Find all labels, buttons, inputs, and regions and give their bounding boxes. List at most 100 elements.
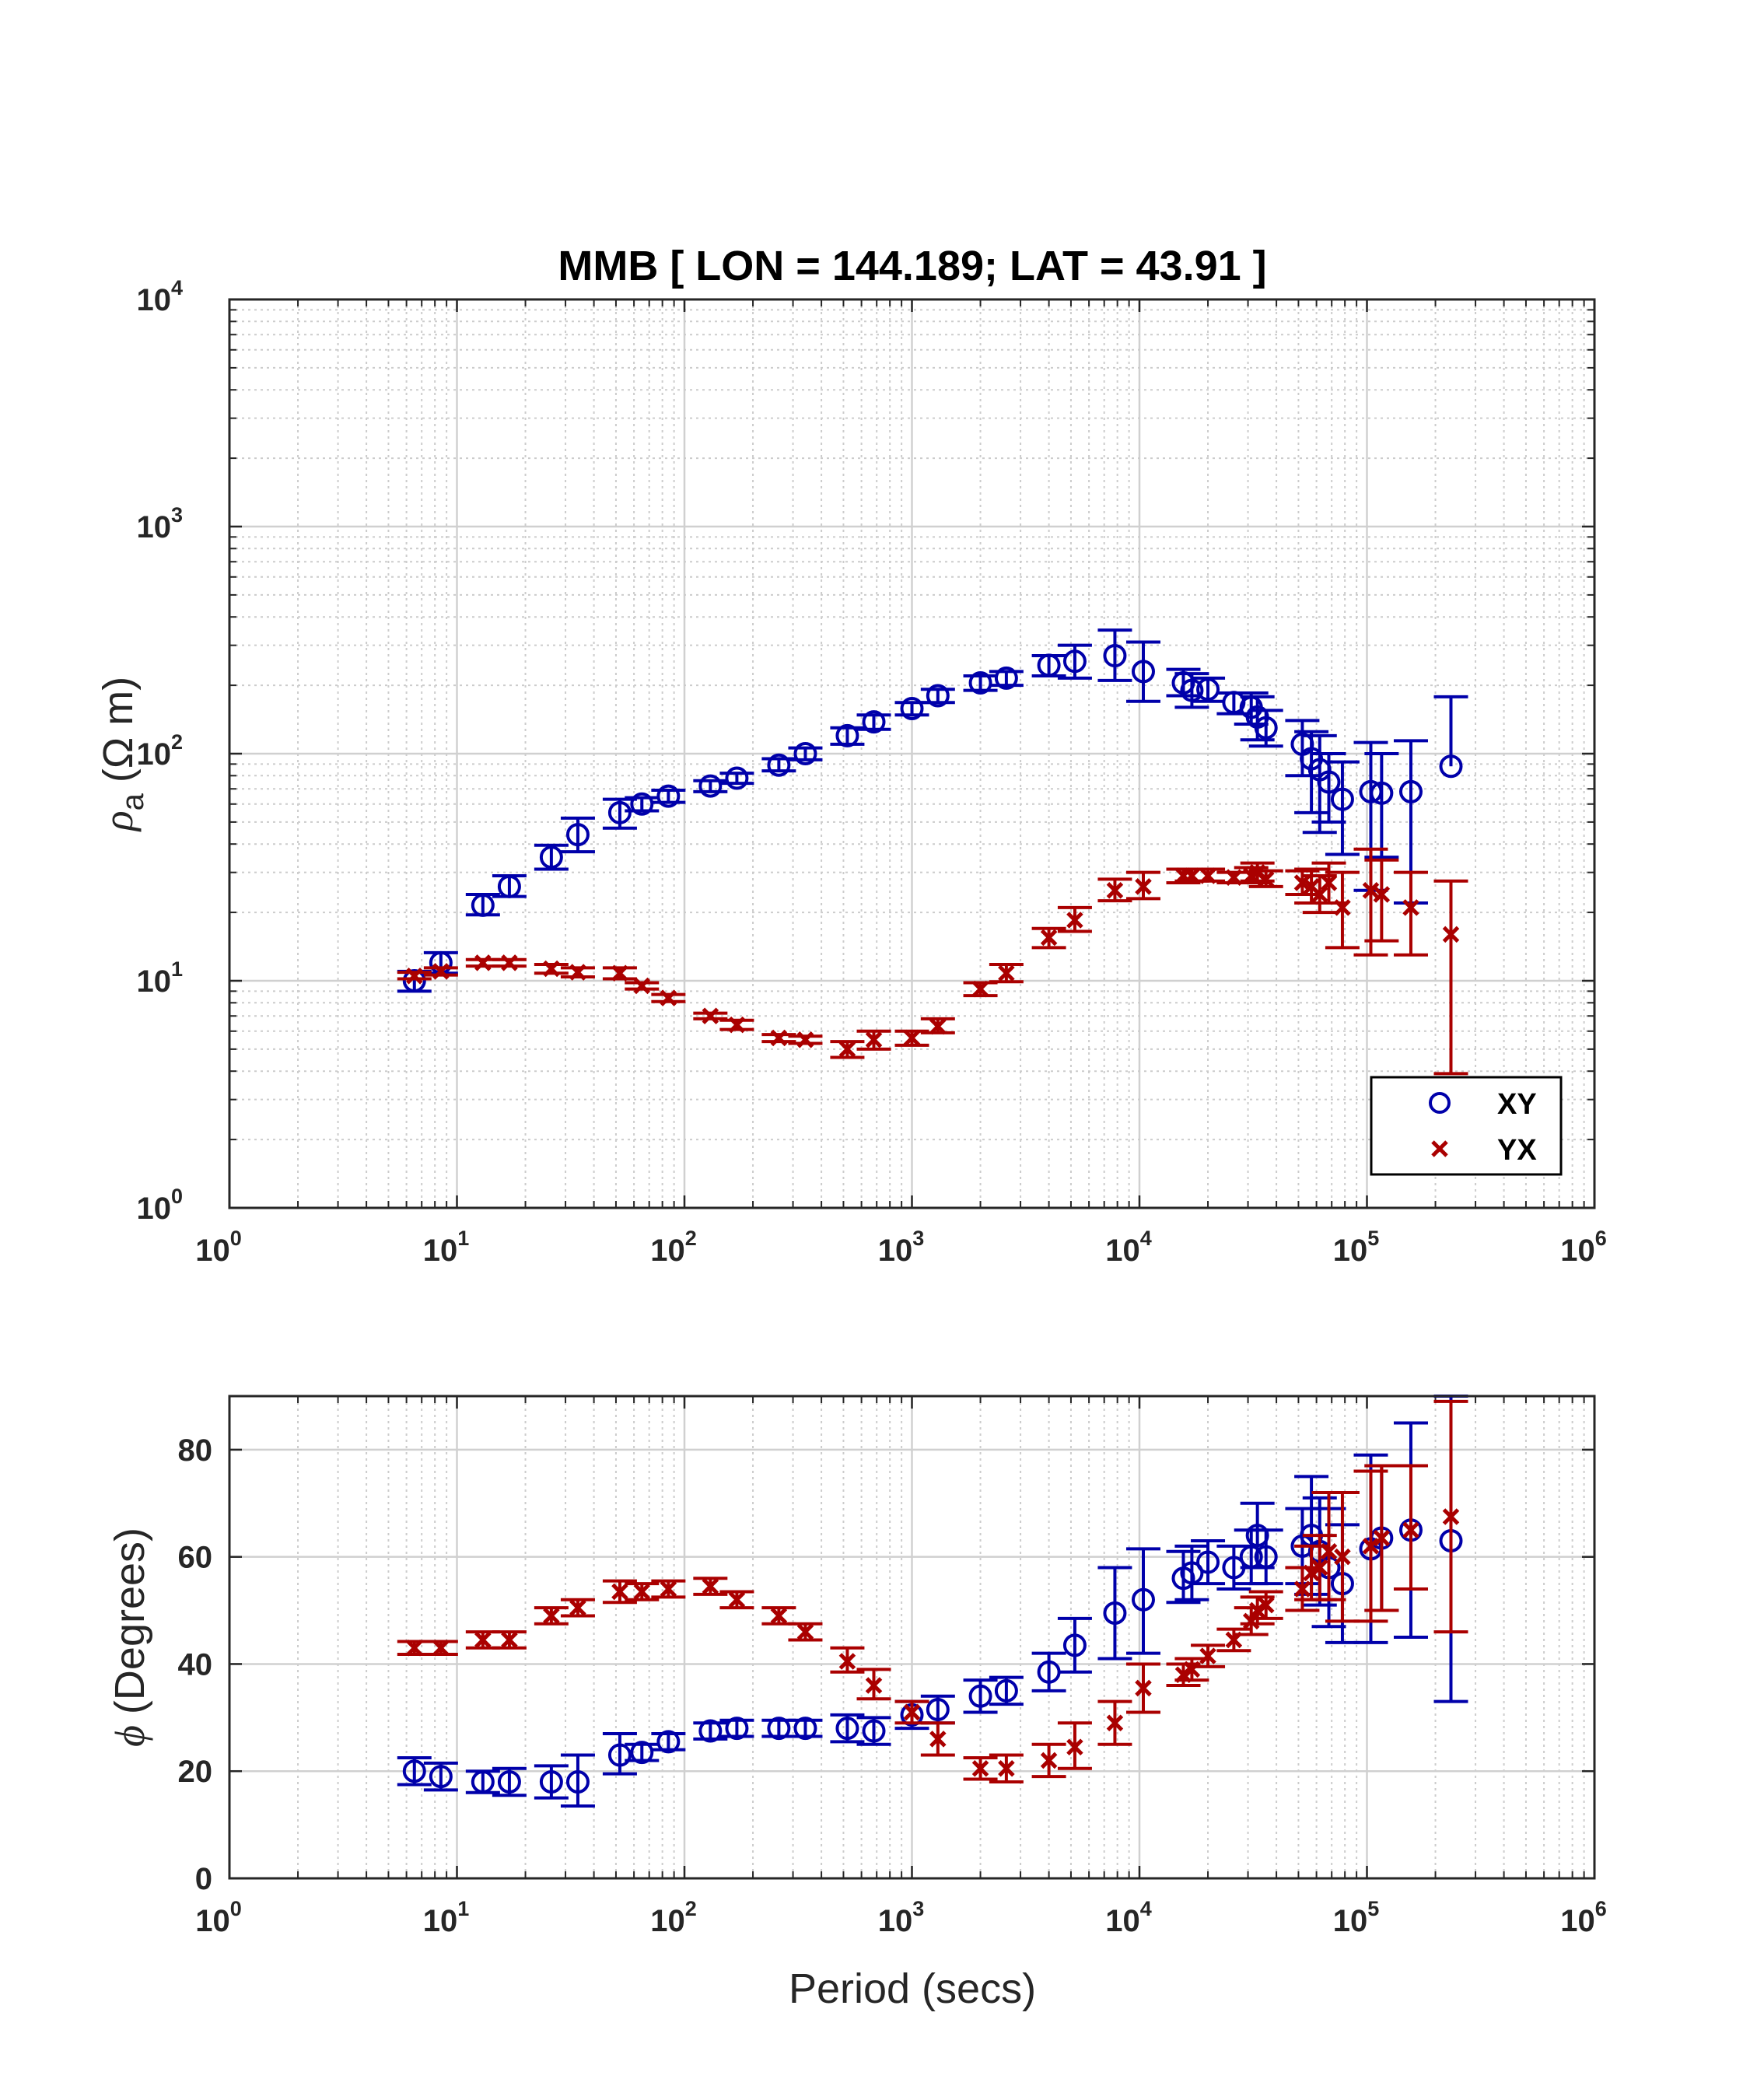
resistivity-yx-point xyxy=(1199,867,1216,884)
phase-x-tick-labels: 100 101 102 103 104 105 106 xyxy=(195,1897,1607,1938)
phase-yx-point xyxy=(998,1760,1015,1777)
resistivity-yx-point xyxy=(770,1029,788,1047)
phase-y-tick-label: 0 xyxy=(195,1862,212,1896)
phase-xy-point xyxy=(835,1717,859,1741)
resistivity-xy-point xyxy=(1330,787,1354,811)
phase-x-tick-label: 102 xyxy=(650,1897,697,1938)
legend-yx-marker xyxy=(1431,1140,1448,1157)
phase-xy-point xyxy=(1062,1633,1087,1657)
resistivity-yx-point xyxy=(1135,878,1152,895)
resistivity-yx-point xyxy=(728,1016,746,1034)
phase-xy-point xyxy=(630,1741,654,1765)
resistivity-xy-point xyxy=(1131,660,1155,684)
resistivity-yx-point xyxy=(971,980,989,998)
resistivity-x-tick-label: 101 xyxy=(423,1227,470,1268)
resistivity-yx-point xyxy=(865,1031,883,1048)
resistivity-yx-point xyxy=(796,1031,814,1048)
resistivity-yx-point xyxy=(611,964,628,982)
phase-y-tick-label: 60 xyxy=(178,1541,213,1575)
phase-xy-point xyxy=(994,1678,1018,1703)
phase-y-tick-label: 80 xyxy=(178,1433,213,1468)
resistivity-xy-point xyxy=(862,710,886,734)
phase-xy-point xyxy=(539,1770,563,1794)
resistivity-yx-point xyxy=(1106,882,1124,899)
phase-xy-point xyxy=(725,1717,749,1741)
resistivity-xy-point xyxy=(1062,649,1087,674)
resistivity-xy-point xyxy=(471,893,495,917)
resistivity-xy-point xyxy=(725,766,749,790)
phase-yx-point xyxy=(611,1583,628,1601)
phase-yx-point xyxy=(660,1580,677,1598)
phase-xy-point xyxy=(767,1717,791,1741)
phase-x-axis-label: Period (secs) xyxy=(789,1965,1036,2012)
phase-yx-point xyxy=(1199,1647,1216,1664)
resistivity-y-axis-label: ρa(Ω m) xyxy=(95,677,150,833)
resistivity-xy-point xyxy=(607,800,632,824)
resistivity-yx-point xyxy=(838,1041,856,1058)
phase-xy-point xyxy=(1196,1550,1220,1574)
phase-yx-point xyxy=(1183,1661,1201,1678)
phase-yx-point xyxy=(474,1631,492,1649)
phase-yx-point xyxy=(1293,1580,1311,1598)
resistivity-yx-point xyxy=(1257,870,1275,888)
resistivity-yx-point xyxy=(998,964,1015,982)
phase-xy-point xyxy=(497,1770,521,1794)
resistivity-xy-point xyxy=(1439,754,1463,779)
resistivity-axes-box xyxy=(228,298,1596,1209)
phase-yx-point xyxy=(1442,1508,1460,1525)
resistivity-yx-point xyxy=(1442,926,1460,943)
phase-yx-point xyxy=(770,1607,788,1625)
resistivity-xy-point xyxy=(1317,770,1341,794)
resistivity-yx-point xyxy=(432,963,450,980)
resistivity-xy-point xyxy=(402,969,426,992)
resistivity-yx-point xyxy=(929,1017,947,1035)
resistivity-yx-point xyxy=(1293,874,1311,891)
phase-yx-point xyxy=(569,1599,586,1616)
resistivity-xy-point xyxy=(1103,644,1127,668)
resistivity-yx-point xyxy=(501,954,518,971)
resistivity-yx-point xyxy=(1373,886,1391,903)
phase-series-yx xyxy=(397,1399,1468,1783)
phase-yx-point xyxy=(1362,1538,1380,1555)
resistivity-y-tick-label: 103 xyxy=(136,503,183,544)
phase-xy-point xyxy=(698,1719,723,1743)
phase-yx-point xyxy=(1320,1543,1338,1560)
phase-xy-point xyxy=(793,1717,817,1741)
resistivity-yx-point xyxy=(406,968,423,985)
phase-yx-point xyxy=(1066,1738,1083,1755)
resistivity-xy-point xyxy=(900,696,924,720)
phase-y-axis-label: ϕ(Degrees) xyxy=(107,1528,153,1747)
chart-title: MMB [ LON = 144.189; LAT = 43.91 ] xyxy=(558,243,1266,289)
resistivity-yx-point xyxy=(903,1029,921,1047)
resistivity-x-tick-labels: 100 101 102 103 104 105 106 xyxy=(195,1227,1607,1268)
phase-y-tick-labels: 0 20 40 60 80 xyxy=(178,1433,213,1896)
phase-yx-point xyxy=(865,1677,883,1694)
resistivity-panel: MMB [ LON = 144.189; LAT = 43.91 ] 100 10… xyxy=(95,243,1607,1268)
resistivity-x-tick-label: 103 xyxy=(878,1227,925,1268)
phase-yx-point xyxy=(796,1623,814,1640)
phase-xy-point xyxy=(1254,1545,1278,1569)
resistivity-xy-point xyxy=(835,723,859,747)
resistivity-yx-point xyxy=(660,989,677,1006)
legend-xy-label: XY xyxy=(1497,1088,1537,1121)
resistivity-yx-point xyxy=(1066,912,1083,929)
resistivity-yx-point xyxy=(1362,882,1380,899)
phase-yx-point xyxy=(702,1577,719,1595)
phase-yx-point xyxy=(728,1591,746,1608)
phase-yx-point xyxy=(929,1731,947,1748)
resistivity-xy-point xyxy=(497,874,521,898)
phase-x-tick-label: 106 xyxy=(1560,1897,1607,1938)
phase-panel: 100 101 102 103 104 105 106 0 20 40 60 80 ϕ(Degree… xyxy=(107,1395,1607,2012)
phase-x-tick-label: 104 xyxy=(1105,1897,1152,1938)
resistivity-yx-point xyxy=(1402,899,1419,916)
resistivity-data xyxy=(397,628,1468,1076)
resistivity-y-tick-label: 100 xyxy=(136,1185,183,1226)
resistivity-y-tick-label: 104 xyxy=(136,276,183,317)
resistivity-xy-point xyxy=(539,845,563,870)
resistivity-yx-point xyxy=(1334,899,1351,916)
phase-yx-point xyxy=(501,1631,518,1649)
resistivity-x-tick-label: 102 xyxy=(650,1227,697,1268)
resistivity-xy-point xyxy=(1196,677,1220,702)
phase-yx-point xyxy=(1248,1601,1266,1619)
